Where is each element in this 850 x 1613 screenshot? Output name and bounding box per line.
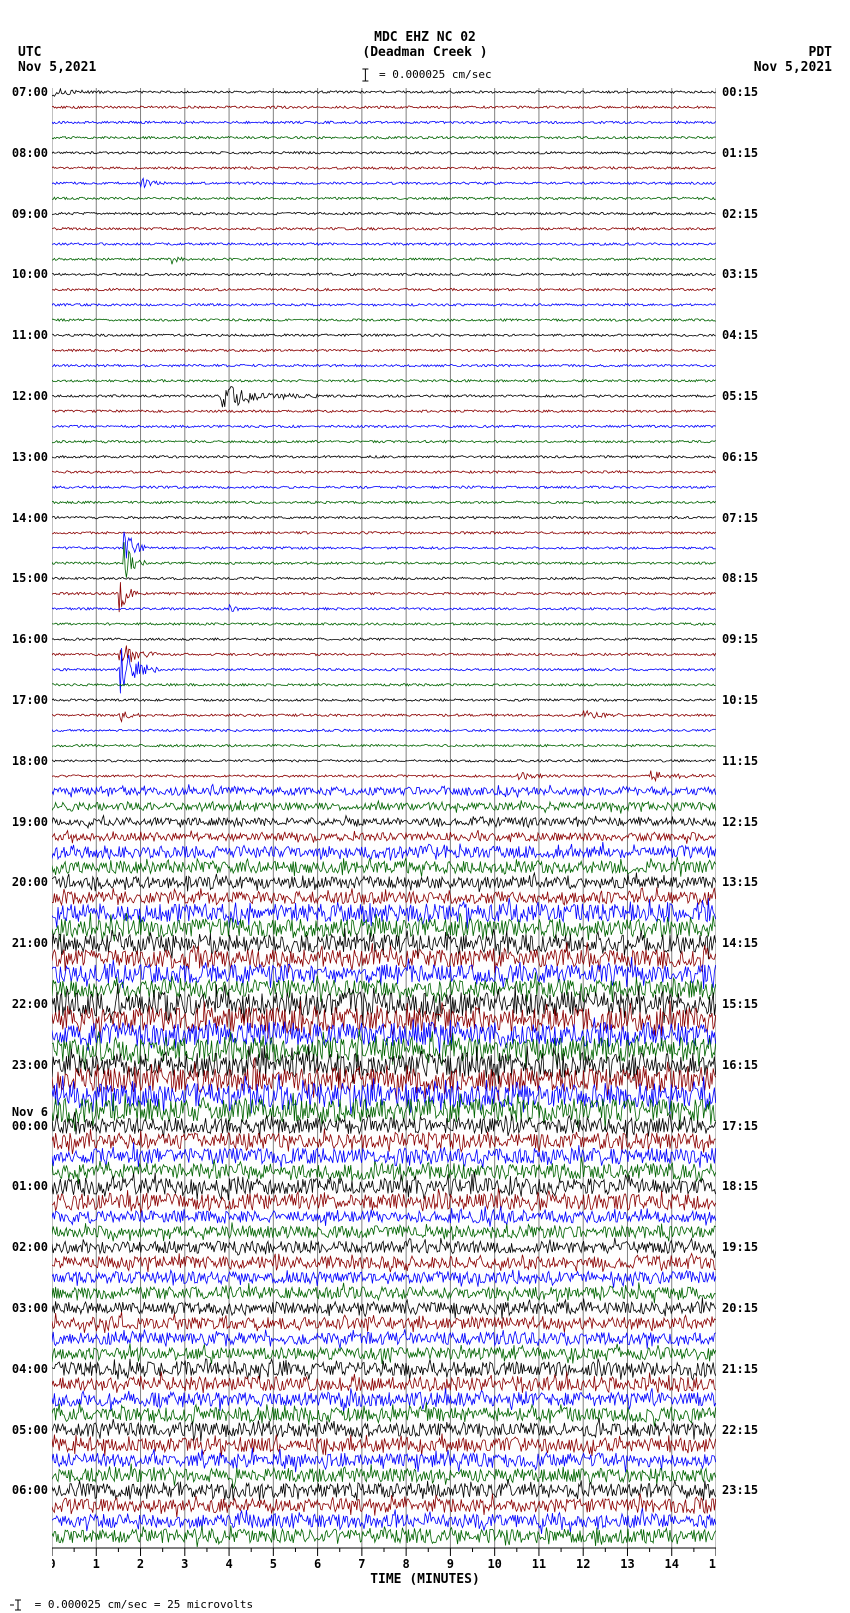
svg-text:3: 3 bbox=[181, 1557, 188, 1571]
utc-time-label: 13:00 bbox=[12, 450, 48, 464]
svg-text:15: 15 bbox=[709, 1557, 716, 1571]
svg-text:12: 12 bbox=[576, 1557, 590, 1571]
utc-time-label: 17:00 bbox=[12, 693, 48, 707]
pdt-time-label: 14:15 bbox=[722, 936, 758, 950]
svg-text:10: 10 bbox=[487, 1557, 501, 1571]
utc-time-label: 00:00 bbox=[12, 1119, 48, 1133]
footer-scale: = 0.000025 cm/sec = 25 microvolts bbox=[8, 1598, 253, 1611]
pdt-time-label: 18:15 bbox=[722, 1179, 758, 1193]
seismogram-container: MDC EHZ NC 02 (Deadman Creek ) UTC Nov 5… bbox=[0, 0, 850, 1613]
pdt-time-label: 17:15 bbox=[722, 1119, 758, 1133]
utc-time-label: 15:00 bbox=[12, 571, 48, 585]
tz-left-date: Nov 5,2021 bbox=[18, 60, 96, 75]
pdt-time-label: 22:15 bbox=[722, 1423, 758, 1437]
svg-text:5: 5 bbox=[270, 1557, 277, 1571]
pdt-time-label: 04:15 bbox=[722, 328, 758, 342]
svg-text:6: 6 bbox=[314, 1557, 321, 1571]
tz-right-label: PDT bbox=[754, 45, 832, 60]
utc-time-label: 12:00 bbox=[12, 389, 48, 403]
utc-time-label: 02:00 bbox=[12, 1240, 48, 1254]
utc-time-label: 18:00 bbox=[12, 754, 48, 768]
tz-left-label: UTC bbox=[18, 45, 96, 60]
utc-time-label: 04:00 bbox=[12, 1362, 48, 1376]
scale-text: = 0.000025 cm/sec bbox=[379, 68, 492, 81]
pdt-time-label: 16:15 bbox=[722, 1058, 758, 1072]
pdt-time-label: 23:15 bbox=[722, 1483, 758, 1497]
pdt-time-label: 21:15 bbox=[722, 1362, 758, 1376]
pdt-time-label: 03:15 bbox=[722, 267, 758, 281]
utc-time-label: 23:00 bbox=[12, 1058, 48, 1072]
pdt-time-label: 19:15 bbox=[722, 1240, 758, 1254]
utc-time-label: 19:00 bbox=[12, 815, 48, 829]
svg-text:13: 13 bbox=[620, 1557, 634, 1571]
svg-text:2: 2 bbox=[137, 1557, 144, 1571]
svg-text:1: 1 bbox=[93, 1557, 100, 1571]
tz-right-date: Nov 5,2021 bbox=[754, 60, 832, 75]
seismogram-svg: 0123456789101112131415 bbox=[52, 88, 716, 1578]
svg-text:7: 7 bbox=[358, 1557, 365, 1571]
plot-area: 0123456789101112131415 bbox=[52, 88, 716, 1548]
pdt-time-label: 09:15 bbox=[722, 632, 758, 646]
pdt-time-label: 08:15 bbox=[722, 571, 758, 585]
station-name: (Deadman Creek ) bbox=[0, 45, 850, 60]
scale-indicator: = 0.000025 cm/sec bbox=[358, 68, 491, 82]
footer-text: = 0.000025 cm/sec = 25 microvolts bbox=[35, 1598, 254, 1611]
svg-text:14: 14 bbox=[665, 1557, 679, 1571]
svg-text:9: 9 bbox=[447, 1557, 454, 1571]
pdt-time-label: 15:15 bbox=[722, 997, 758, 1011]
utc-time-label: 10:00 bbox=[12, 267, 48, 281]
pdt-time-label: 01:15 bbox=[722, 146, 758, 160]
utc-time-label: 16:00 bbox=[12, 632, 48, 646]
utc-time-label: 09:00 bbox=[12, 207, 48, 221]
pdt-time-label: 07:15 bbox=[722, 511, 758, 525]
pdt-time-label: 02:15 bbox=[722, 207, 758, 221]
utc-time-label: 21:00 bbox=[12, 936, 48, 950]
utc-date-label: Nov 6 bbox=[12, 1105, 48, 1119]
svg-text:4: 4 bbox=[225, 1557, 232, 1571]
utc-time-label: 08:00 bbox=[12, 146, 48, 160]
pdt-time-label: 20:15 bbox=[722, 1301, 758, 1315]
utc-time-label: 01:00 bbox=[12, 1179, 48, 1193]
utc-time-label: 11:00 bbox=[12, 328, 48, 342]
pdt-time-label: 11:15 bbox=[722, 754, 758, 768]
pdt-time-label: 00:15 bbox=[722, 85, 758, 99]
pdt-time-label: 05:15 bbox=[722, 389, 758, 403]
utc-time-label: 07:00 bbox=[12, 85, 48, 99]
station-id: MDC EHZ NC 02 bbox=[0, 30, 850, 45]
pdt-time-label: 12:15 bbox=[722, 815, 758, 829]
utc-time-label: 14:00 bbox=[12, 511, 48, 525]
utc-time-label: 20:00 bbox=[12, 875, 48, 889]
header: MDC EHZ NC 02 (Deadman Creek ) bbox=[0, 30, 850, 60]
utc-header: UTC Nov 5,2021 bbox=[18, 45, 96, 75]
svg-text:11: 11 bbox=[532, 1557, 546, 1571]
pdt-time-label: 10:15 bbox=[722, 693, 758, 707]
utc-time-label: 03:00 bbox=[12, 1301, 48, 1315]
utc-time-label: 05:00 bbox=[12, 1423, 48, 1437]
svg-text:8: 8 bbox=[403, 1557, 410, 1571]
pdt-time-label: 06:15 bbox=[722, 450, 758, 464]
xaxis-label: TIME (MINUTES) bbox=[0, 1572, 850, 1587]
pdt-time-label: 13:15 bbox=[722, 875, 758, 889]
svg-text:0: 0 bbox=[52, 1557, 56, 1571]
utc-time-label: 06:00 bbox=[12, 1483, 48, 1497]
pdt-header: PDT Nov 5,2021 bbox=[754, 45, 832, 75]
utc-time-label: 22:00 bbox=[12, 997, 48, 1011]
